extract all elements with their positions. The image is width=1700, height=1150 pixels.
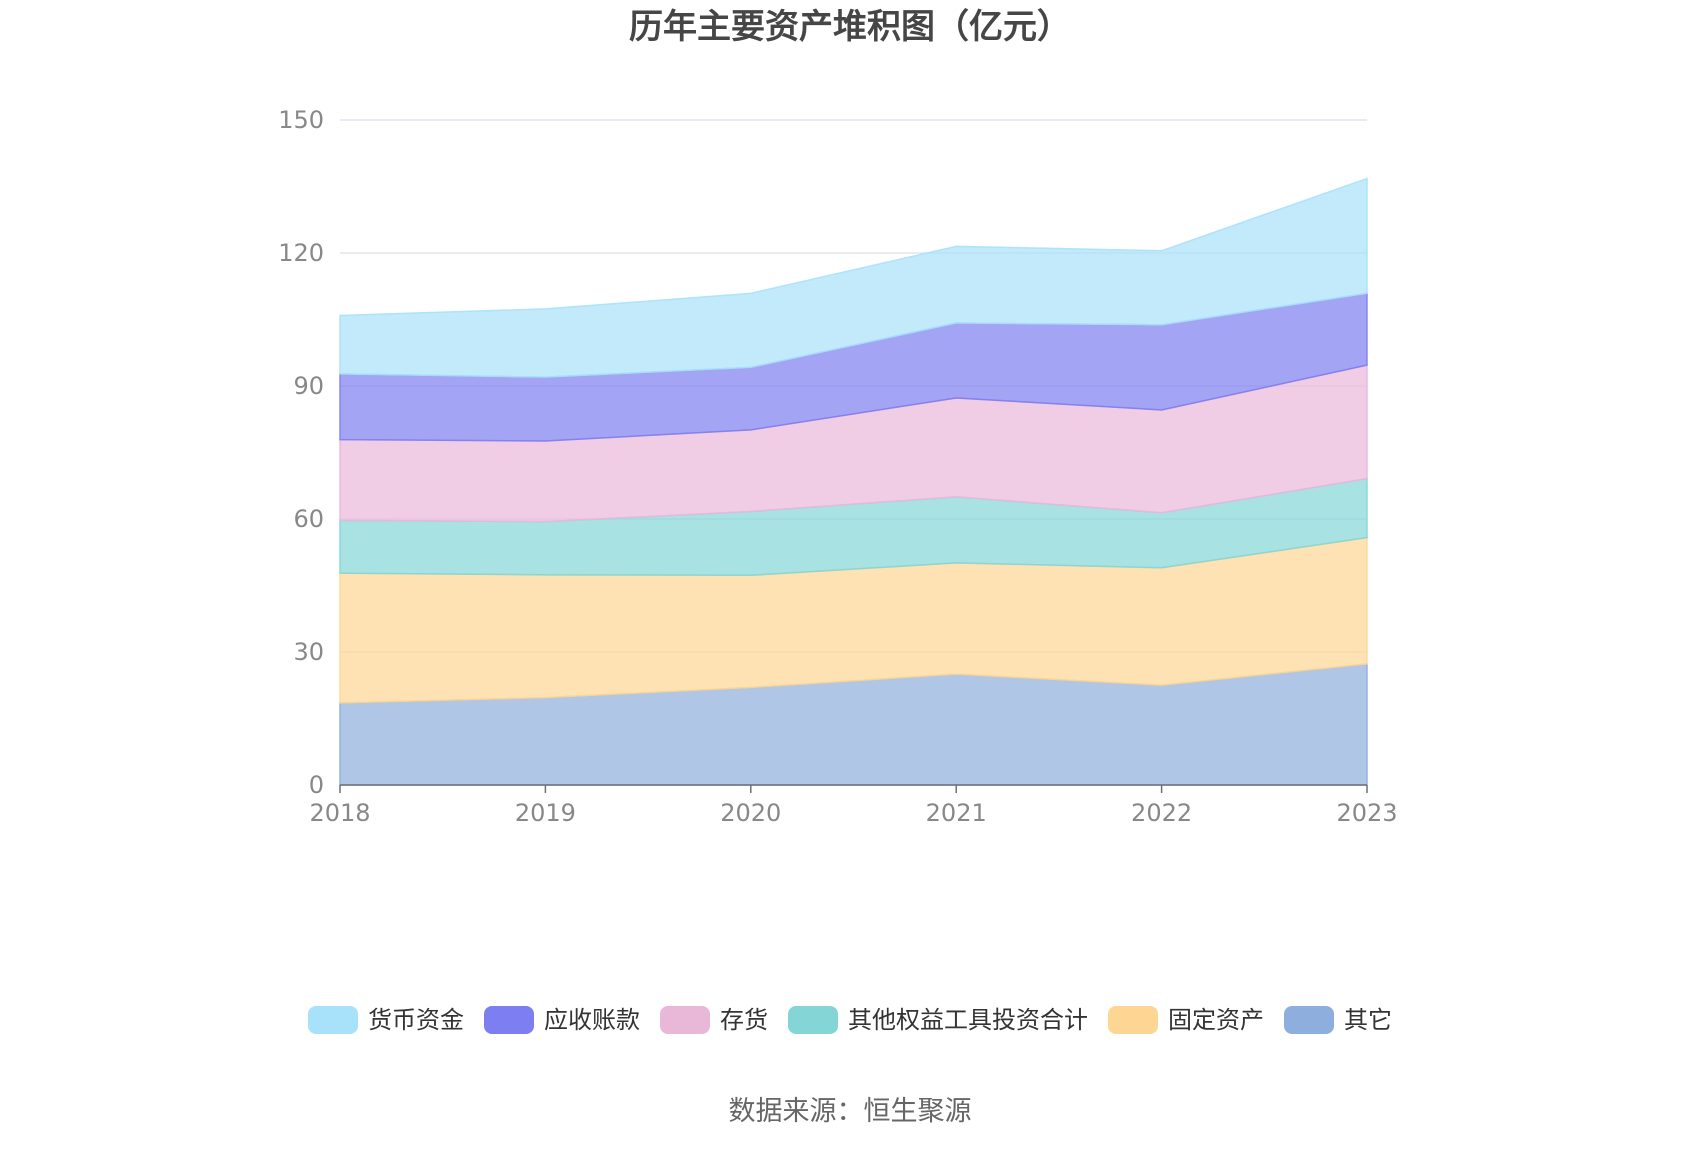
legend-item[interactable]: 其它: [1284, 1006, 1392, 1034]
legend-item[interactable]: 货币资金: [308, 1006, 464, 1034]
series-areas: [339, 177, 1368, 786]
legend-swatch: [308, 1006, 358, 1034]
area-series-5: [339, 177, 1368, 378]
y-tick-label: 120: [278, 239, 324, 267]
legend-swatch: [484, 1006, 534, 1034]
legend-item[interactable]: 固定资产: [1108, 1006, 1264, 1034]
legend-label: 其它: [1344, 1006, 1392, 1034]
legend: 货币资金 应收账款 存货 其他权益工具投资合计 固定资产 其它: [308, 1006, 1392, 1034]
legend-label: 其他权益工具投资合计: [848, 1006, 1088, 1034]
chart-title: 历年主要资产堆积图（亿元）: [629, 7, 1071, 47]
legend-item[interactable]: 存货: [660, 1006, 768, 1034]
x-tick-label: 2023: [1336, 799, 1397, 827]
x-tick-label: 2021: [926, 799, 987, 827]
data-source: 数据来源：恒生聚源: [729, 1096, 972, 1127]
legend-swatch: [660, 1006, 710, 1034]
legend-label: 货币资金: [368, 1006, 464, 1034]
y-tick-label: 90: [293, 372, 324, 400]
legend-swatch: [788, 1006, 838, 1034]
legend-swatch: [1108, 1006, 1158, 1034]
x-tick-label: 2019: [515, 799, 576, 827]
y-tick-label: 150: [278, 106, 324, 134]
legend-label: 固定资产: [1168, 1006, 1264, 1034]
legend-label: 存货: [720, 1006, 768, 1034]
x-tick-label: 2022: [1131, 799, 1192, 827]
axes: 0 30 60 90 120 150 2018 2019 2020 2021 2022 2023: [278, 106, 1397, 827]
x-tick-label: 2018: [309, 799, 370, 827]
legend-item[interactable]: 其他权益工具投资合计: [788, 1006, 1088, 1034]
legend-swatch: [1284, 1006, 1334, 1034]
x-tick-label: 2020: [720, 799, 781, 827]
legend-item[interactable]: 应收账款: [484, 1006, 640, 1034]
y-tick-label: 30: [293, 638, 324, 666]
legend-label: 应收账款: [544, 1006, 640, 1034]
y-tick-label: 0: [309, 771, 324, 799]
y-tick-label: 60: [293, 505, 324, 533]
